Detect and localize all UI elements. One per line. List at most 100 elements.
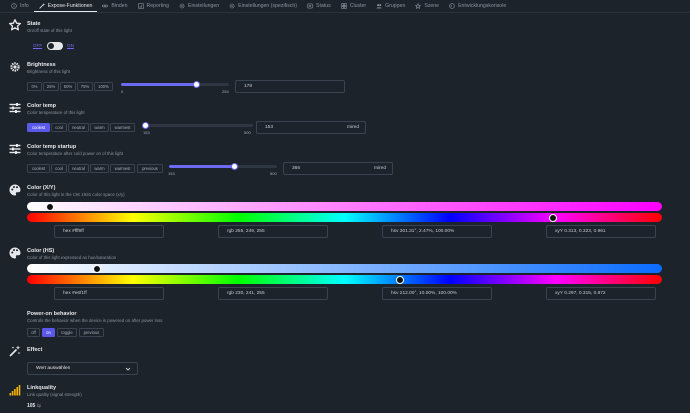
color-temp-slider[interactable] xyxy=(141,122,253,129)
color-temp-desc: Color temperature of this light xyxy=(27,110,85,115)
linkquality-section: Linkquality Link quality (signal strengt… xyxy=(0,381,690,413)
tab-info[interactable]: Info xyxy=(6,0,34,12)
status-icon xyxy=(307,3,313,9)
brightness-max: 254 xyxy=(222,89,229,94)
signal-icon xyxy=(9,384,21,396)
color-temp-section: Color temp Color temperature of this lig… xyxy=(0,100,690,138)
tab-expose[interactable]: Expose-Funktionen xyxy=(33,0,98,12)
hex-field[interactable]: hex #fff9ff xyxy=(54,225,164,238)
color-temp-preset-coolest[interactable]: coolest xyxy=(27,123,50,132)
rgb-field[interactable]: rgb 255, 249, 255 xyxy=(218,225,328,238)
star-icon xyxy=(8,19,22,31)
hue-bar[interactable] xyxy=(27,275,662,284)
startup-preset-previous[interactable]: previous xyxy=(137,164,163,173)
color-temp-preset-warm[interactable]: warm xyxy=(90,123,109,132)
tab-label: Gruppen xyxy=(385,3,406,9)
report-icon xyxy=(137,3,144,9)
linkquality-unit: lqi xyxy=(36,403,41,408)
tab-szene[interactable]: Szene xyxy=(410,0,444,12)
state-toggle[interactable] xyxy=(47,42,63,50)
power-on-toggle[interactable]: toggle xyxy=(57,328,77,337)
hue-bar[interactable] xyxy=(27,213,662,222)
wand-icon xyxy=(38,2,45,9)
color-temp-startup-input[interactable]: 366 mired xyxy=(283,162,393,175)
hue-knob[interactable] xyxy=(549,213,558,222)
tab-reporting[interactable]: Reporting xyxy=(133,0,175,12)
color-temp-preset-neutral[interactable]: neutral xyxy=(68,123,89,132)
xyy-value: xyY 0.297, 0.315, 0.872 xyxy=(555,291,606,296)
color-temp-value: 153 xyxy=(265,125,274,130)
tab-einstellungen-spezifisch[interactable]: Einstellungen (spezifisch) xyxy=(224,0,302,12)
startup-preset-warm[interactable]: warm xyxy=(90,164,109,173)
hsv-field[interactable]: hsv 212.00°, 10.00%, 100.00% xyxy=(382,287,492,300)
tab-binden[interactable]: Binden xyxy=(97,0,132,12)
state-on-label[interactable]: ON xyxy=(67,43,74,48)
hex-value: hex #fff9ff xyxy=(63,229,84,234)
color-temp-startup-title: Color temp startup xyxy=(27,144,77,150)
state-desc: On/off state of this light xyxy=(27,28,72,33)
slider-knob[interactable] xyxy=(193,81,201,88)
linkquality-readout: 105 lqi xyxy=(27,403,41,409)
tab-gruppen[interactable]: Gruppen xyxy=(371,0,410,12)
color-temp-startup-section: Color temp startup Color temperature aft… xyxy=(0,141,690,179)
saturation-knob[interactable] xyxy=(46,202,55,211)
slider-knob[interactable] xyxy=(231,163,239,170)
color-temp-preset-cool[interactable]: cool xyxy=(51,123,67,132)
color-temp-min: 153 xyxy=(143,130,150,135)
tab-status[interactable]: Status xyxy=(302,0,336,12)
sun-icon xyxy=(9,61,21,73)
slider-fill xyxy=(121,83,197,86)
color-xy-section: Color (X/Y) Color of this light in the C… xyxy=(0,182,690,242)
palette-icon xyxy=(9,184,21,196)
brightness-slider[interactable] xyxy=(121,81,229,88)
color-temp-unit: mired xyxy=(347,125,359,130)
startup-preset-neutral[interactable]: neutral xyxy=(68,164,89,173)
effect-select[interactable]: Wert auswählen xyxy=(27,362,138,375)
brightness-input[interactable]: 178 xyxy=(235,80,345,93)
tab-label: Cluster xyxy=(349,3,367,9)
tab-label: Binden xyxy=(111,3,128,9)
color-temp-startup-slider[interactable] xyxy=(169,163,277,170)
rgb-value: rgb 230, 241, 255 xyxy=(227,291,265,296)
hsv-field[interactable]: hsv 301.31°, 2.47%, 100.00% xyxy=(382,225,492,238)
tab-entwicklungskonsole[interactable]: Entwicklungskonsole xyxy=(444,0,511,12)
hue-knob[interactable] xyxy=(395,275,404,284)
power-on-on[interactable]: on xyxy=(42,328,55,337)
saturation-bar[interactable] xyxy=(27,264,662,273)
power-on-off[interactable]: off xyxy=(27,328,40,337)
cluster-icon xyxy=(341,3,347,9)
color-temp-startup-value: 366 xyxy=(292,166,301,171)
linkquality-value: 105 xyxy=(27,403,36,409)
brightness-preset-25[interactable]: 25% xyxy=(43,82,59,91)
startup-preset-cool[interactable]: cool xyxy=(51,164,67,173)
brightness-value: 178 xyxy=(244,84,253,89)
color-temp-input[interactable]: 153 mired xyxy=(256,121,366,134)
state-off-label[interactable]: OFF xyxy=(33,43,43,48)
startup-preset-coolest[interactable]: coolest xyxy=(27,164,50,173)
tab-cluster[interactable]: Cluster xyxy=(336,0,371,12)
saturation-bar[interactable] xyxy=(27,202,662,211)
hex-field[interactable]: hex #e6f1ff xyxy=(54,287,164,300)
tab-label: Szene xyxy=(424,3,440,9)
brightness-section: Brightness Brightness of this light 0% 2… xyxy=(0,59,690,97)
slider-knob[interactable] xyxy=(141,122,149,129)
tab-label: Einstellungen xyxy=(188,3,220,9)
brightness-preset-100[interactable]: 100% xyxy=(94,82,113,91)
color-temp-preset-warmest[interactable]: warmest xyxy=(110,123,135,132)
startup-preset-warmest[interactable]: warmest xyxy=(110,164,135,173)
xyy-field[interactable]: xyY 0.297, 0.315, 0.872 xyxy=(546,287,656,300)
power-on-section: Power-on behavior Controls the behavior … xyxy=(0,308,690,342)
color-temp-startup-max: 500 xyxy=(270,171,277,176)
tab-einstellungen[interactable]: Einstellungen xyxy=(174,0,224,12)
brightness-preset-50[interactable]: 50% xyxy=(60,82,76,91)
xyy-field[interactable]: xyY 0.313, 0.323, 0.961 xyxy=(546,225,656,238)
chevron-down-icon xyxy=(125,367,131,371)
color-hs-section: Color (HS) Color of this light expressed… xyxy=(0,245,690,305)
brightness-preset-75[interactable]: 75% xyxy=(77,82,93,91)
saturation-knob[interactable] xyxy=(92,264,101,273)
rgb-field[interactable]: rgb 230, 241, 255 xyxy=(218,287,328,300)
power-on-desc: Controls the behavior when the device is… xyxy=(27,318,163,323)
gear-icon xyxy=(179,3,185,9)
power-on-previous[interactable]: previous xyxy=(79,328,104,337)
brightness-preset-0[interactable]: 0% xyxy=(27,82,42,91)
